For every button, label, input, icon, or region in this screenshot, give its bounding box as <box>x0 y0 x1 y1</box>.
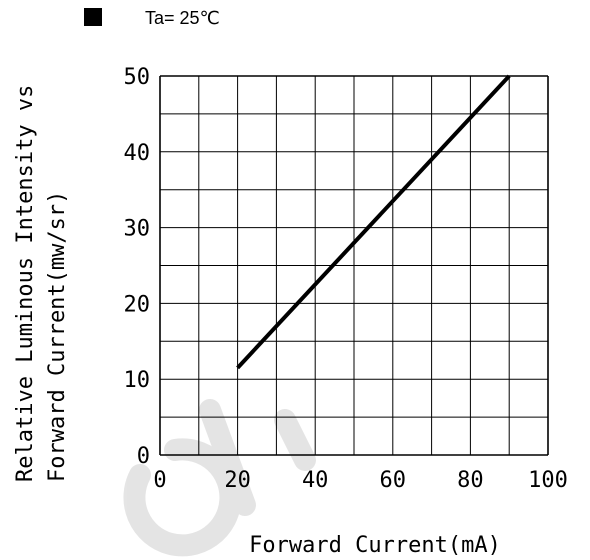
x-tick-label: 0 <box>153 468 166 493</box>
series-line <box>236 74 511 370</box>
y-tick-label: 30 <box>124 217 151 242</box>
y-tick-label: 0 <box>137 444 150 469</box>
series-group <box>236 74 511 370</box>
watermark-stroke-2 <box>274 409 316 471</box>
x-tick-label: 80 <box>457 468 484 493</box>
legend-label: Ta= 25℃ <box>145 8 220 28</box>
watermark-stroke <box>199 399 256 516</box>
x-tick-label: 40 <box>302 468 329 493</box>
y-tick-label: 40 <box>124 141 151 166</box>
tick-labels: 0 20 40 60 80 100 0 10 20 30 40 50 <box>124 65 568 493</box>
y-axis-label-line1: Relative Luminous Intensity vs <box>13 85 38 482</box>
x-tick-label: 100 <box>528 468 568 493</box>
y-tick-label: 20 <box>124 292 151 317</box>
x-tick-label: 20 <box>224 468 251 493</box>
legend-marker <box>84 8 102 26</box>
grid <box>159 75 549 456</box>
x-axis-label: Forward Current(mA) <box>249 533 501 558</box>
x-tick-label: 60 <box>380 468 407 493</box>
watermark <box>123 399 316 557</box>
y-tick-label: 50 <box>124 65 151 90</box>
y-tick-label: 10 <box>124 368 151 393</box>
y-axis-label-line2: Forward Current(mw/sr) <box>45 191 70 482</box>
watermark-arc <box>123 438 242 557</box>
